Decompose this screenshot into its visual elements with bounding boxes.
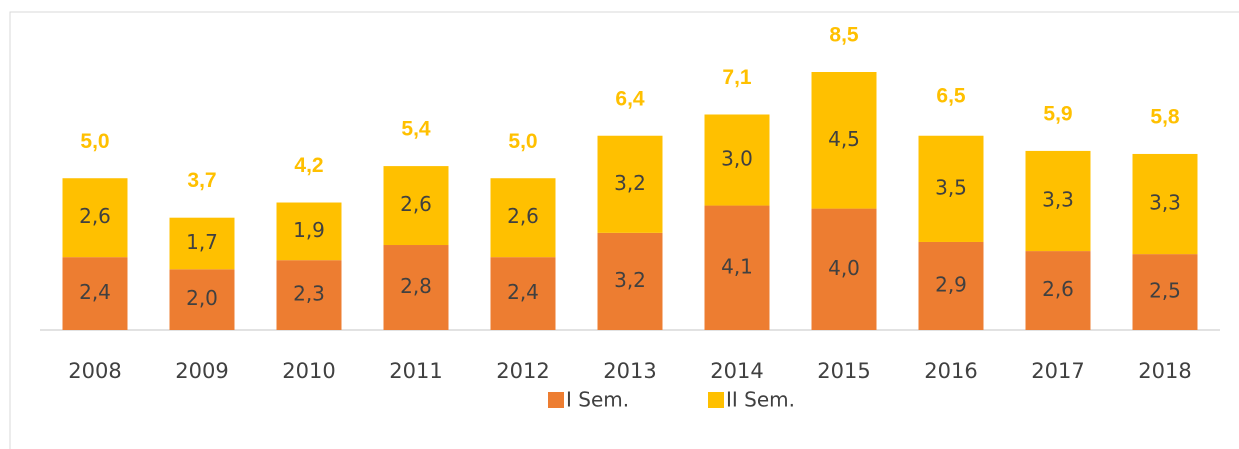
bar-segment [918,241,984,330]
value-label: 2,4 [507,280,539,304]
total-label: 6,4 [615,87,645,110]
total-label: 5,9 [1043,102,1072,125]
bar-segment [597,232,663,330]
x-tick-label: 2008 [68,359,121,383]
value-label: 2,0 [186,286,218,310]
value-label: 4,0 [828,256,860,280]
bar-segment [1132,254,1198,330]
x-tick-label: 2016 [924,359,977,383]
total-label: 5,0 [80,130,109,153]
total-label: 7,1 [722,66,752,89]
x-tick-label: 2010 [282,359,335,383]
total-label: 3,7 [187,169,216,192]
total-label: 5,0 [508,130,537,153]
total-label: 6,5 [936,84,966,107]
value-label: 4,5 [828,127,860,151]
bar-segment [490,257,556,330]
bar-segment [1132,153,1198,255]
value-label: 2,9 [935,272,967,296]
value-label: 1,9 [293,218,325,242]
bar-segment [276,260,342,330]
total-label: 5,4 [401,118,431,141]
bar-segment [276,202,342,261]
bar-segment [490,178,556,258]
bar-segment [597,135,663,233]
chart-border [9,11,1239,449]
total-label: 4,2 [294,154,323,177]
bar-segment [704,205,770,330]
bar-segment [62,178,128,258]
x-tick-label: 2018 [1138,359,1191,383]
bar-segment [62,257,128,330]
legend-label: I Sem. [566,388,629,412]
value-label: 1,7 [186,230,218,254]
x-tick-label: 2012 [496,359,549,383]
legend-swatch [548,392,564,408]
value-label: 3,3 [1042,188,1074,212]
x-tick-label: 2011 [389,359,442,383]
value-label: 3,2 [614,268,646,292]
bar-segment [1025,251,1091,330]
total-label: 5,8 [1150,105,1180,128]
bar-segment [704,114,770,206]
x-tick-label: 2015 [817,359,870,383]
bar-segment [811,208,877,330]
x-tick-label: 2014 [710,359,763,383]
value-label: 2,5 [1149,279,1181,303]
legend-swatch [708,392,724,408]
x-tick-label: 2017 [1031,359,1084,383]
bar-segment [918,135,984,242]
value-label: 2,6 [507,204,539,228]
value-label: 3,2 [614,171,646,195]
value-label: 2,3 [293,282,325,306]
value-label: 2,8 [400,274,432,298]
bar-segment [169,217,235,270]
x-tick-label: 2013 [603,359,656,383]
total-label: 8,5 [829,24,859,47]
legend-label: II Sem. [726,388,795,412]
value-label: 4,1 [721,254,753,278]
value-label: 3,3 [1149,191,1181,215]
bar-segment [1025,150,1091,252]
value-label: 3,5 [935,175,967,199]
bar-segment [383,245,449,330]
value-label: 2,6 [400,192,432,216]
value-label: 2,6 [1042,277,1074,301]
x-tick-label: 2009 [175,359,228,383]
value-label: 3,0 [721,147,753,171]
bar-segment [811,72,877,209]
bar-segment [383,166,449,246]
value-label: 2,4 [79,280,111,304]
value-label: 2,6 [79,204,111,228]
bar-segment [169,269,235,330]
